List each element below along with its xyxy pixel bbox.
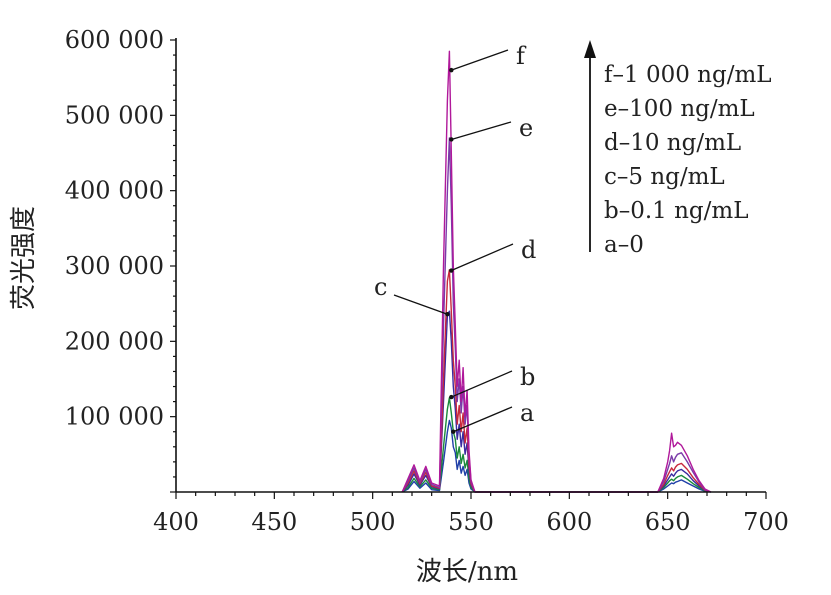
x-tick-label: 600: [546, 508, 592, 536]
annotation-label-f: f: [516, 42, 527, 70]
pointer-head-c: [445, 312, 450, 317]
y-tick-label: 300 000: [65, 252, 164, 280]
y-tick-label: 600 000: [65, 26, 164, 54]
legend: f–1 000 ng/mL e–100 ng/mL d–10 ng/mL c–5 ng…: [584, 40, 772, 258]
y-axis-title: 荧光强度: [9, 206, 39, 310]
annotation-label-e: e: [519, 114, 533, 142]
legend-entry: b–0.1 ng/mL: [604, 198, 748, 224]
y-tick-label: 400 000: [65, 177, 164, 205]
pointer-line-e: [451, 121, 512, 141]
x-tick-label: 450: [251, 508, 297, 536]
legend-entry: c–5 ng/mL: [604, 164, 725, 190]
x-tick-label: 650: [645, 508, 691, 536]
series-line-b: [401, 397, 712, 493]
series-layer: [401, 50, 712, 493]
pointer-line-b: [451, 370, 513, 398]
pointer-line-d: [451, 243, 514, 272]
pointer-line-f: [451, 49, 509, 71]
annotation-label-c: c: [374, 273, 387, 301]
pointer-head-a: [451, 429, 456, 434]
x-tick-label: 500: [350, 508, 396, 536]
pointer-head-d: [449, 268, 454, 273]
x-tick-label: 700: [743, 508, 789, 536]
annotation-label-d: d: [521, 236, 536, 264]
legend-arrow-head: [584, 40, 596, 58]
series-line-d: [401, 269, 712, 493]
y-tick-label: 100 000: [65, 403, 164, 431]
series-line-f: [401, 50, 712, 493]
pointer-head-b: [449, 394, 454, 400]
annotation-label-b: b: [520, 363, 535, 391]
x-axis-title: 波长/nm: [416, 557, 518, 587]
legend-entry: a–0: [604, 232, 644, 258]
y-tick-label: 200 000: [65, 327, 164, 355]
annotation-label-a: a: [520, 399, 534, 427]
legend-entry: d–10 ng/mL: [604, 130, 741, 156]
legend-entry: f–1 000 ng/mL: [604, 62, 772, 88]
pointer-line-c: [393, 294, 448, 315]
legend-entry: e–100 ng/mL: [604, 96, 755, 122]
pointer-head-e: [449, 137, 454, 142]
annotation-layer: f e d c ba: [374, 42, 536, 434]
x-tick-label: 400: [153, 508, 199, 536]
x-tick-label: 550: [448, 508, 494, 536]
pointer-head-f: [449, 67, 454, 73]
pointer-line-a: [453, 406, 513, 433]
axes-layer: 400 450 500 550 600 650 700 100 000 200 000 300 0…: [65, 26, 789, 536]
y-tick-label: 500 000: [65, 101, 164, 129]
